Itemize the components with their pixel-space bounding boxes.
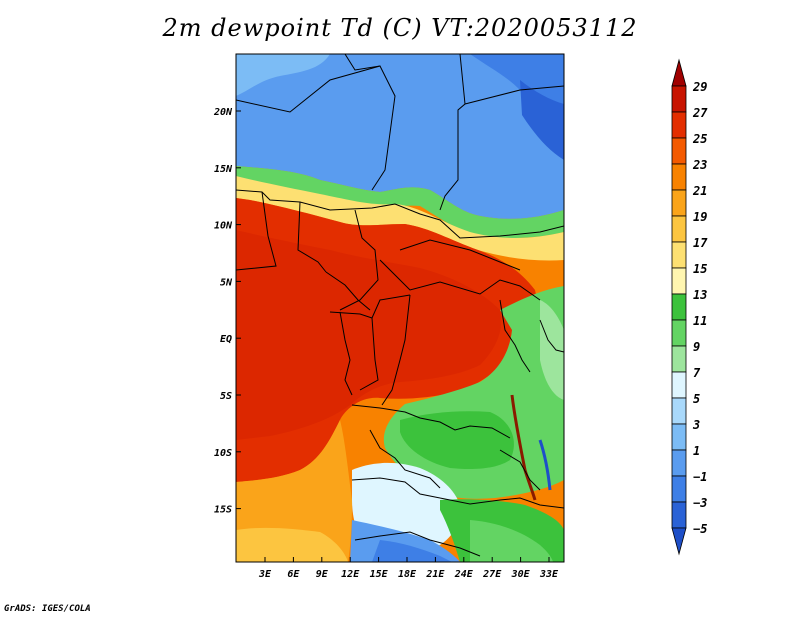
colorbar-swatch xyxy=(671,371,687,399)
colorbar-level-label: −3 xyxy=(693,496,707,510)
lat-label: 15S xyxy=(214,505,232,516)
lat-label: 15N xyxy=(214,164,233,175)
colorbar-swatch xyxy=(671,293,687,321)
colorbar-level-label: 19 xyxy=(693,210,707,224)
lon-label: 6E xyxy=(287,569,300,580)
lon-label: 9E xyxy=(316,569,329,580)
lon-label: 21E xyxy=(425,569,445,580)
lon-label: 15E xyxy=(370,569,389,580)
colorbar-level-label: 25 xyxy=(692,132,707,146)
dewpoint-field xyxy=(236,54,564,562)
grads-credit: GrADS: IGES/COLA xyxy=(4,604,91,614)
colorbar-swatch xyxy=(671,189,687,217)
colorbar-level-label: 9 xyxy=(693,340,700,354)
colorbar-level-label: 29 xyxy=(692,80,707,94)
lat-label: EQ xyxy=(220,334,232,345)
colorbar-level-label: −5 xyxy=(693,522,707,536)
colorbar-level-label: 17 xyxy=(693,236,708,250)
colorbar-swatch xyxy=(671,397,687,425)
colorbar-swatch xyxy=(671,449,687,477)
lon-label: 30E xyxy=(511,569,531,580)
colorbar-swatch xyxy=(671,319,687,347)
colorbar-swatch xyxy=(671,137,687,165)
lat-label: 10S xyxy=(214,448,232,459)
lat-label: 5N xyxy=(220,277,233,288)
colorbar: 29 27 25 23 21 19 17 15 13 11 9 7 5 3 1 −1 −3 −5 xyxy=(671,58,708,556)
colorbar-level-label: 13 xyxy=(693,288,707,302)
lon-label: 33E xyxy=(539,569,559,580)
lat-label: 5S xyxy=(220,391,232,402)
country-borders xyxy=(236,54,564,557)
colorbar-level-label: 7 xyxy=(693,366,701,380)
colorbar-swatch xyxy=(671,267,687,295)
colorbar-level-label: 11 xyxy=(693,314,707,328)
colorbar-swatch xyxy=(671,215,687,243)
colorbar-swatch xyxy=(671,85,687,113)
colorbar-level-label: 1 xyxy=(693,444,700,458)
lon-label: 3E xyxy=(258,569,272,580)
colorbar-level-label: 5 xyxy=(693,392,700,406)
colorbar-level-label: 15 xyxy=(693,262,707,276)
map-title: 2m dewpoint Td (C) VT:2020053112 xyxy=(162,14,638,42)
colorbar-swatch xyxy=(671,241,687,269)
lat-label: 10N xyxy=(214,221,233,232)
colorbar-swatch xyxy=(671,423,687,451)
lon-label: 27E xyxy=(482,569,502,580)
lon-label: 12E xyxy=(341,569,360,580)
colorbar-swatch xyxy=(671,475,687,503)
colorbar-level-label: −1 xyxy=(693,470,707,484)
colorbar-level-label: 27 xyxy=(692,106,708,120)
lon-label: 24E xyxy=(454,569,474,580)
colorbar-level-label: 3 xyxy=(692,418,700,432)
lon-label: 18E xyxy=(398,569,417,580)
colorbar-swatch xyxy=(671,163,687,191)
lat-label: 20N xyxy=(213,107,233,118)
colorbar-level-label: 23 xyxy=(692,158,707,172)
colorbar-level-label: 21 xyxy=(692,184,707,198)
longitude-axis: 3E 6E 9E 12E 15E 18E 21E 24E 27E 30E 33E xyxy=(258,557,559,580)
map-frame xyxy=(235,53,565,563)
colorbar-swatch xyxy=(671,501,687,529)
latitude-axis: 20N 15N 10N 5N EQ 5S 10S 15S xyxy=(213,107,241,516)
colorbar-swatch xyxy=(671,345,687,373)
colorbar-swatch xyxy=(671,111,687,139)
colorbar-bottom-arrow xyxy=(671,527,687,556)
colorbar-top-arrow xyxy=(671,58,687,87)
